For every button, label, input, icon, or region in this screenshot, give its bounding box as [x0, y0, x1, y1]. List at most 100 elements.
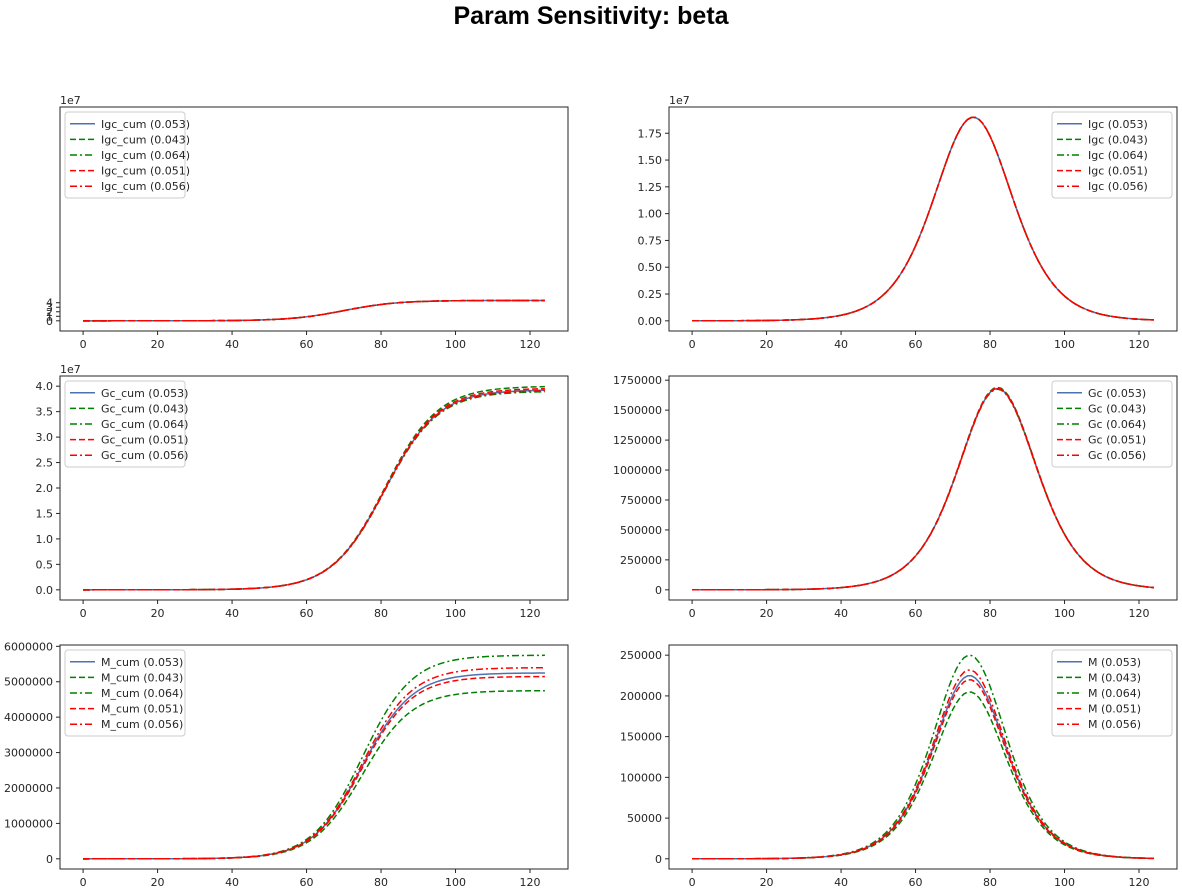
legend-box — [64, 380, 186, 468]
legend-label: Igc (0.056) — [1088, 180, 1148, 193]
x-tick-label: 20 — [760, 607, 774, 620]
x-tick-label: 100 — [445, 607, 466, 620]
legend-label: Igc_cum (0.056) — [101, 180, 190, 193]
legend-label: M_cum (0.053) — [101, 656, 183, 669]
x-tick-label: 0 — [80, 607, 87, 620]
x-tick-label: 60 — [909, 338, 923, 351]
legend-label: Gc (0.051) — [1088, 434, 1146, 447]
y-tick-label: 3.0 — [36, 431, 54, 444]
legend-label: Gc_cum (0.053) — [101, 387, 188, 400]
series-line-4 — [692, 116, 1154, 322]
x-tick-label: 0 — [80, 338, 87, 351]
y-tick-label: 0 — [655, 853, 662, 866]
legend-label: Gc_cum (0.051) — [101, 434, 188, 447]
subplot-m: 0 20 40 60 80 100 120 0 50000 100000 150000 200000 2… — [620, 644, 1178, 889]
plot-frame — [59, 644, 569, 870]
y-tick-label: 500000 — [620, 524, 662, 537]
y-tick-label: 1.0 — [36, 533, 54, 546]
axis-offset-label: 1e7 — [669, 94, 690, 107]
y-tick-label: 0.00 — [638, 315, 663, 328]
x-tick-label: 100 — [1054, 338, 1075, 351]
y-tick-label: 4 — [46, 297, 53, 310]
x-tick-label: 20 — [151, 338, 165, 351]
y-tick-label: 1 — [46, 310, 53, 323]
y-tick-label: 2.0 — [36, 482, 54, 495]
x-tick-label: 0 — [689, 607, 696, 620]
axis-offset-label: 1e7 — [60, 94, 81, 107]
y-tick-label: 200000 — [620, 690, 662, 703]
legend-label: Igc (0.053) — [1088, 118, 1148, 131]
y-tick-label: 6000000 — [4, 640, 53, 653]
y-tick-label: 0 — [655, 584, 662, 597]
x-tick-label: 40 — [834, 876, 848, 889]
y-tick-label: 4000000 — [4, 711, 53, 724]
legend-label: M (0.043) — [1088, 671, 1141, 684]
y-tick-label: 250000 — [620, 554, 662, 567]
y-tick-label: 0 — [46, 315, 53, 328]
x-tick-label: 80 — [374, 876, 388, 889]
x-tick-label: 60 — [300, 876, 314, 889]
x-tick-label: 40 — [225, 338, 239, 351]
x-tick-label: 120 — [520, 876, 541, 889]
legend: Gc (0.053) Gc (0.043) Gc (0.064) Gc (0.051)… — [1051, 380, 1173, 468]
x-tick-label: 60 — [909, 876, 923, 889]
y-tick-label: 0.75 — [638, 234, 663, 247]
x-tick-label: 80 — [983, 338, 997, 351]
legend-label: M_cum (0.064) — [101, 687, 183, 700]
figure-title: Param Sensitivity: beta — [453, 2, 729, 30]
y-tick-label: 0 — [46, 853, 53, 866]
y-tick-label: 150000 — [620, 731, 662, 744]
plot-frame — [668, 644, 1178, 870]
y-tick-label: 3.5 — [36, 406, 54, 419]
y-tick-label: 1000000 — [4, 817, 53, 830]
x-tick-label: 60 — [909, 607, 923, 620]
x-tick-label: 80 — [374, 338, 388, 351]
x-tick-label: 80 — [374, 607, 388, 620]
x-tick-label: 0 — [80, 876, 87, 889]
plot-frame — [668, 375, 1178, 601]
subplot-igc: 0 20 40 60 80 100 120 0.00 0.25 0.50 0.75 1.00 1.25 1… — [638, 94, 1178, 351]
series-line-0 — [83, 299, 545, 322]
x-tick-label: 100 — [1054, 876, 1075, 889]
x-tick-label: 120 — [520, 607, 541, 620]
legend-box — [1051, 111, 1173, 199]
legend-label: M (0.053) — [1088, 656, 1141, 669]
x-tick-label: 20 — [760, 876, 774, 889]
legend-label: Gc_cum (0.056) — [101, 449, 188, 462]
y-tick-label: 1.75 — [638, 127, 663, 140]
legend-label: M (0.064) — [1088, 687, 1141, 700]
legend-label: Igc (0.064) — [1088, 149, 1148, 162]
y-tick-label: 4.0 — [36, 380, 54, 393]
legend-label: Igc (0.051) — [1088, 165, 1148, 178]
y-tick-label: 0.25 — [638, 288, 663, 301]
series-line-4 — [83, 666, 545, 860]
series-line-2 — [83, 299, 545, 322]
y-tick-label: 1.5 — [36, 507, 54, 520]
legend: Igc (0.053) Igc (0.043) Igc (0.064) Igc (0.… — [1051, 111, 1173, 199]
y-tick-label: 0.50 — [638, 261, 663, 274]
y-tick-label: 0.0 — [36, 584, 54, 597]
legend-label: M (0.051) — [1088, 703, 1141, 716]
legend-label: Gc (0.064) — [1088, 418, 1146, 431]
legend: Igc_cum (0.053) Igc_cum (0.043) Igc_cum (0… — [64, 111, 190, 199]
x-tick-label: 120 — [520, 338, 541, 351]
y-tick-label: 100000 — [620, 771, 662, 784]
legend-label: Igc_cum (0.043) — [101, 133, 190, 146]
x-tick-label: 0 — [689, 338, 696, 351]
y-tick-label: 2 — [46, 306, 53, 319]
y-tick-label: 1000000 — [613, 464, 662, 477]
x-tick-label: 80 — [983, 876, 997, 889]
y-tick-label: 2.5 — [36, 457, 54, 470]
legend-label: Gc_cum (0.043) — [101, 402, 188, 415]
legend-label: M_cum (0.043) — [101, 671, 183, 684]
x-tick-label: 40 — [834, 607, 848, 620]
y-tick-label: 250000 — [620, 649, 662, 662]
x-tick-label: 80 — [983, 607, 997, 620]
x-tick-label: 100 — [445, 338, 466, 351]
y-tick-label: 1.00 — [638, 208, 663, 221]
y-tick-label: 1500000 — [613, 404, 662, 417]
legend-label: Igc_cum (0.064) — [101, 149, 190, 162]
y-tick-label: 3 — [46, 301, 53, 314]
